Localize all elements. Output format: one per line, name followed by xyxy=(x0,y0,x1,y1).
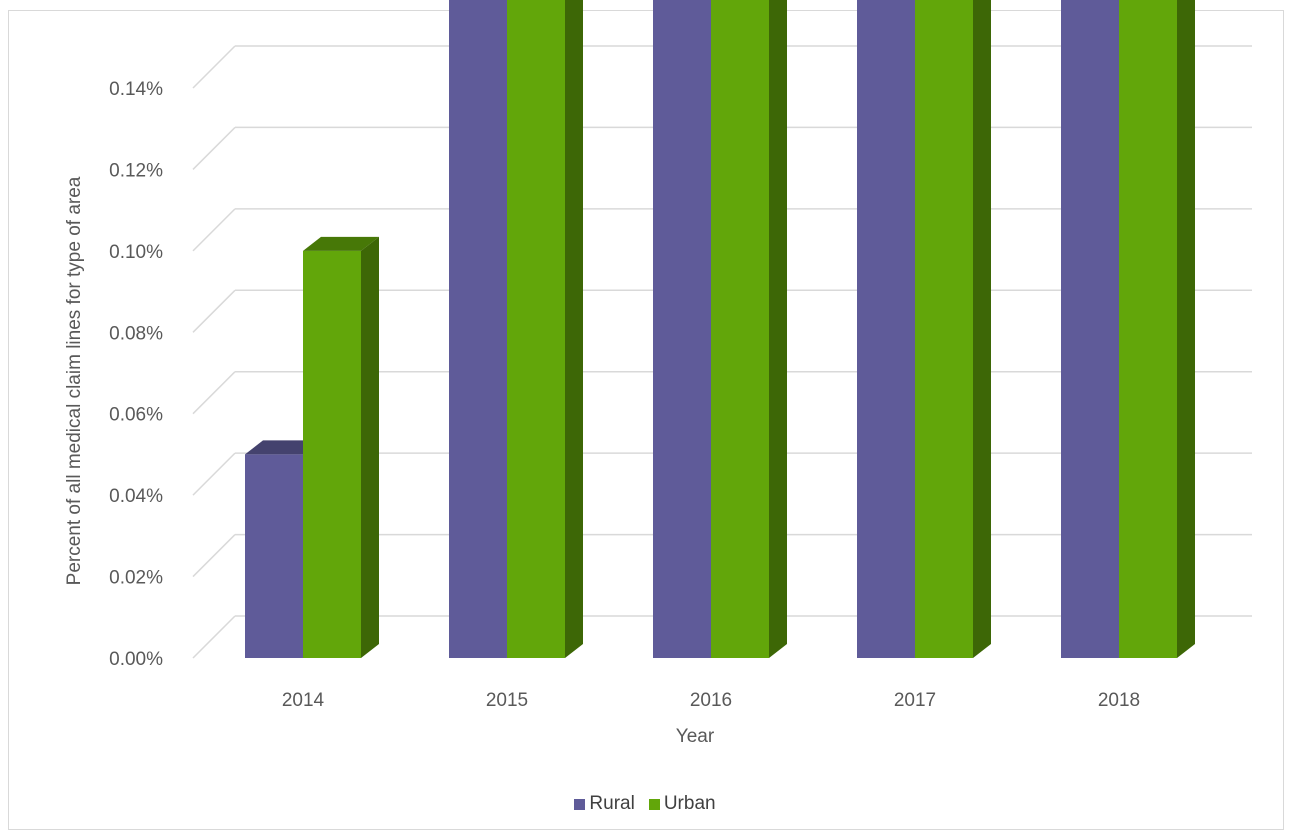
y-tick-label: 0.06% xyxy=(109,405,163,426)
bar-side xyxy=(973,0,991,658)
gridline-side xyxy=(192,371,236,415)
bar-urban-2018 xyxy=(1119,0,1195,658)
x-tick-label: 2016 xyxy=(690,690,732,711)
bar-front xyxy=(303,250,361,658)
bar-front xyxy=(245,454,303,658)
legend-label-urban: Urban xyxy=(663,793,716,814)
x-axis-title: Year xyxy=(676,726,715,747)
gridline-side xyxy=(192,452,236,496)
bar-top xyxy=(303,236,379,251)
y-tick-label: 0.02% xyxy=(109,568,163,589)
bar-front xyxy=(711,0,769,658)
y-tick-label: 0.04% xyxy=(109,486,163,507)
bar-side xyxy=(769,0,787,658)
bar-urban-2014 xyxy=(303,236,379,658)
x-tick-label: 2014 xyxy=(282,690,325,711)
legend-swatch-urban xyxy=(648,798,660,810)
y-tick-label: 0.00% xyxy=(109,649,163,670)
gridline-side xyxy=(192,208,236,252)
bars xyxy=(245,0,1195,659)
bar-urban-2016 xyxy=(711,0,787,658)
bar-front xyxy=(915,0,973,658)
legend: Rural Urban xyxy=(0,793,1290,815)
bar-front xyxy=(449,0,507,658)
legend-swatch-rural xyxy=(574,798,586,810)
gridline-side xyxy=(192,289,236,333)
gridline-side xyxy=(192,45,236,89)
x-axis-ticks: 2014 2015 2016 2017 2018 xyxy=(282,690,1140,711)
gridline-side xyxy=(192,126,236,170)
legend-entry-urban: Urban xyxy=(648,793,716,815)
bar-urban-2015 xyxy=(507,0,583,658)
bar-front xyxy=(653,0,711,659)
x-tick-label: 2017 xyxy=(894,690,936,711)
bar-front xyxy=(857,0,915,658)
gridline-side xyxy=(192,534,236,578)
x-tick-label: 2015 xyxy=(486,690,528,711)
bar-side xyxy=(565,0,583,658)
bar-front xyxy=(1061,0,1119,658)
legend-label-rural: Rural xyxy=(589,793,635,814)
gridline-side xyxy=(192,615,236,659)
y-axis-ticks: 0.00% 0.02% 0.04% 0.06% 0.08% 0.10% 0.12% 0.14% xyxy=(109,79,163,670)
y-tick-label: 0.10% xyxy=(109,242,163,263)
bar-front xyxy=(507,0,565,658)
bar-top xyxy=(245,440,321,455)
bar-front xyxy=(1119,0,1177,658)
y-tick-label: 0.12% xyxy=(109,160,163,181)
bar-side xyxy=(1177,0,1195,658)
y-tick-label: 0.14% xyxy=(109,79,163,100)
legend-entry-rural: Rural xyxy=(574,793,635,815)
y-axis-title: Percent of all medical claim lines for t… xyxy=(64,176,85,585)
bar-side xyxy=(361,236,379,658)
x-tick-label: 2018 xyxy=(1098,690,1140,711)
bar-urban-2017 xyxy=(915,0,991,658)
y-tick-label: 0.08% xyxy=(109,323,163,344)
